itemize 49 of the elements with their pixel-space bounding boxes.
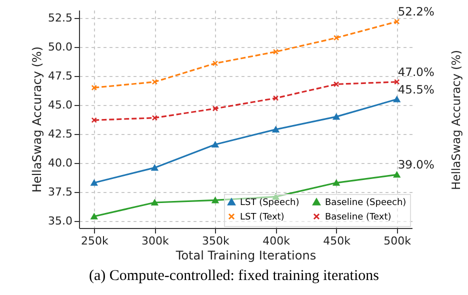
legend-label: LST (Speech) — [240, 198, 300, 208]
x-tick-label: 300k — [141, 234, 170, 248]
point — [394, 79, 400, 85]
x-tick-label: 450k — [323, 234, 352, 248]
point — [212, 141, 219, 148]
point — [272, 95, 279, 101]
point — [152, 79, 158, 85]
y-tick-label: 52.5 — [48, 12, 72, 25]
y-tick-label: 50.0 — [48, 40, 72, 54]
x-tick-label: 500k — [384, 234, 412, 248]
legend-label: Baseline (Speech) — [325, 198, 406, 208]
point — [272, 48, 279, 55]
y-tick-label: 45.0 — [48, 98, 72, 112]
y-tick-label: 37.5 — [48, 186, 72, 199]
legend-label: LST (Text) — [240, 212, 284, 222]
y-axis-title: HellaSwag Accuracy (%) — [30, 46, 44, 193]
point — [90, 180, 98, 186]
x-tick-label: 250k — [80, 234, 109, 248]
y-tick-label: 47.5 — [48, 70, 72, 83]
text: HellaSwag Accuracy (%) — [449, 50, 463, 190]
point — [212, 106, 218, 112]
x-tick-label: 400k — [262, 234, 291, 248]
point — [91, 84, 97, 91]
point — [332, 180, 340, 186]
point — [151, 164, 158, 171]
data-label: 52.2% — [398, 4, 434, 19]
point — [394, 18, 400, 24]
data-label: 39.0% — [398, 158, 434, 172]
x-axis-title: Total Training Iterations — [174, 248, 316, 262]
legend-label: Baseline (Text) — [325, 212, 392, 222]
point — [333, 81, 340, 88]
y-tick-label: 35.0 — [48, 214, 72, 228]
point — [212, 197, 219, 204]
point — [332, 114, 340, 120]
y-tick-label: 40.0 — [48, 156, 72, 170]
point — [333, 34, 340, 41]
data-label: 45.5% — [398, 82, 434, 96]
point — [393, 96, 400, 102]
point — [90, 213, 98, 220]
point — [151, 199, 158, 206]
text: (a) Compute-controlled: fixed training iterations — [88, 268, 380, 285]
y-tick-label: 42.5 — [48, 128, 72, 141]
x-tick-label: 350k — [202, 234, 230, 248]
point — [272, 126, 280, 132]
point — [152, 115, 158, 121]
data-label: 47.0% — [398, 64, 434, 79]
point — [393, 172, 400, 178]
point — [91, 117, 97, 123]
point — [212, 60, 218, 66]
